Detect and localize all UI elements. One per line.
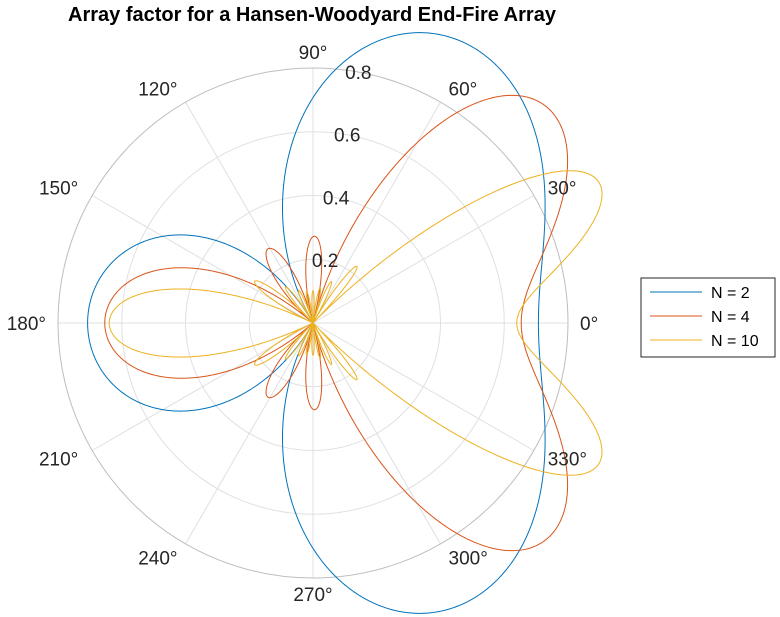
angle-tick-label: 300° bbox=[449, 549, 488, 570]
radius-tick-label: 0.2 bbox=[312, 251, 338, 272]
series-line-n10 bbox=[108, 170, 603, 476]
angle-tick-label: 150° bbox=[39, 179, 78, 200]
radius-tick-labels: 0.2 0.4 0.6 0.8 bbox=[312, 63, 372, 272]
series-group bbox=[87, 32, 603, 614]
series-line-n2 bbox=[87, 32, 546, 614]
radius-tick-label: 0.6 bbox=[334, 126, 360, 147]
chart-title: Array factor for a Hansen-Woodyard End-F… bbox=[68, 4, 557, 26]
angle-tick-label: 0° bbox=[580, 314, 598, 335]
grid-circle bbox=[248, 258, 378, 388]
grid-circle bbox=[185, 195, 441, 451]
radius-tick-label: 0.8 bbox=[345, 63, 371, 84]
angle-tick-label: 120° bbox=[138, 79, 177, 100]
radius-tick-label: 0.4 bbox=[323, 188, 350, 209]
angle-tick-label: 60° bbox=[449, 79, 478, 100]
angle-tick-label: 240° bbox=[138, 549, 177, 570]
outer-circle bbox=[57, 67, 569, 579]
grid-circle bbox=[121, 131, 505, 515]
angle-tick-label: 330° bbox=[548, 450, 587, 471]
legend-entry: N = 4 bbox=[711, 309, 750, 326]
series-line-n4 bbox=[104, 94, 569, 552]
angle-tick-label: 270° bbox=[293, 585, 332, 606]
legend-entry: N = 2 bbox=[711, 285, 750, 302]
legend-entry: N = 10 bbox=[711, 333, 759, 350]
angle-tick-labels: 0° 30° 60° 90° 120° 150° 180° 210° 240° 270° 300° 3… bbox=[7, 43, 598, 606]
angle-tick-label: 90° bbox=[299, 43, 328, 64]
angle-tick-label: 210° bbox=[39, 450, 78, 471]
legend: N = 2 N = 4 N = 10 bbox=[640, 277, 776, 358]
legend-box bbox=[640, 277, 776, 358]
angle-tick-label: 180° bbox=[7, 314, 46, 335]
angle-tick-label: 30° bbox=[548, 179, 577, 200]
